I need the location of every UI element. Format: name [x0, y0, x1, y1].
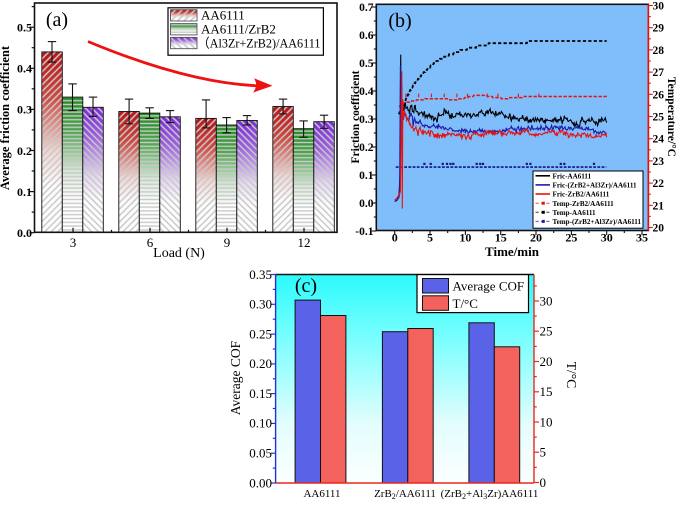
svg-text:0.10: 0.10 — [249, 416, 272, 431]
svg-text:Temperature/°C: Temperature/°C — [665, 77, 677, 157]
svg-text:25: 25 — [565, 231, 577, 245]
svg-text:23: 23 — [653, 156, 665, 168]
svg-text:10: 10 — [540, 414, 553, 429]
svg-text:0.5: 0.5 — [359, 58, 374, 70]
svg-text:30: 30 — [601, 231, 613, 245]
svg-text:Temp-ZrB2/AA6111: Temp-ZrB2/AA6111 — [553, 200, 615, 208]
svg-text:35: 35 — [636, 231, 648, 245]
svg-text:Fric-AA6111: Fric-AA6111 — [553, 172, 592, 180]
svg-text:AA6111: AA6111 — [201, 8, 245, 23]
svg-text:Average COF: Average COF — [228, 340, 243, 415]
svg-text:0.4: 0.4 — [359, 86, 374, 98]
svg-text:20: 20 — [653, 223, 665, 235]
svg-text:15: 15 — [495, 231, 507, 245]
svg-text:20: 20 — [540, 354, 553, 369]
svg-text:0.7: 0.7 — [359, 2, 374, 14]
svg-text:3: 3 — [70, 235, 77, 250]
svg-text:30: 30 — [540, 293, 553, 308]
svg-text:Average friction coefficient: Average friction coefficient — [0, 45, 12, 190]
svg-text:10: 10 — [459, 231, 471, 245]
svg-text:0.05: 0.05 — [249, 446, 272, 461]
svg-text:9: 9 — [224, 235, 231, 250]
svg-text:20: 20 — [530, 231, 542, 245]
svg-text:-0.1: -0.1 — [355, 226, 373, 238]
svg-text:(ZrB2+Al3Zr)AA6111: (ZrB2+Al3Zr)AA6111 — [441, 488, 539, 501]
svg-text:22: 22 — [653, 178, 665, 190]
svg-text:0.20: 0.20 — [249, 356, 272, 371]
svg-text:Fric-(ZrB2+Al3Zr)/AA6111: Fric-(ZrB2+Al3Zr)/AA6111 — [553, 182, 637, 190]
svg-text:Load (N): Load (N) — [153, 246, 205, 261]
svg-text:0.2: 0.2 — [17, 144, 32, 158]
svg-text:0.1: 0.1 — [17, 185, 32, 199]
svg-text:0.0: 0.0 — [359, 198, 374, 210]
svg-text:0.2: 0.2 — [359, 142, 374, 154]
svg-text:Fric-ZrB2/AA6111: Fric-ZrB2/AA6111 — [553, 191, 610, 199]
svg-text:0.4: 0.4 — [17, 62, 32, 76]
svg-text:0.1: 0.1 — [359, 170, 374, 182]
svg-text:15: 15 — [540, 384, 553, 399]
svg-text:Temp-(ZrB2+Al3Zr)/AA6111: Temp-(ZrB2+Al3Zr)/AA6111 — [553, 218, 642, 226]
svg-text:Temp-AA6111: Temp-AA6111 — [553, 209, 597, 217]
svg-text:0.25: 0.25 — [249, 326, 272, 341]
svg-text:AA6111: AA6111 — [303, 488, 340, 500]
svg-text:（Al3Zr+ZrB2)/AA6111: （Al3Zr+ZrB2)/AA6111 — [198, 35, 321, 50]
svg-text:0.00: 0.00 — [249, 475, 272, 490]
svg-text:0.0: 0.0 — [17, 226, 32, 240]
svg-text:25: 25 — [540, 324, 553, 339]
svg-text:21: 21 — [653, 200, 665, 212]
svg-text:6: 6 — [147, 235, 154, 250]
svg-text:0.3: 0.3 — [359, 114, 374, 126]
svg-text:(a): (a) — [46, 9, 68, 31]
svg-text:0.15: 0.15 — [249, 386, 272, 401]
svg-text:0.30: 0.30 — [249, 297, 272, 312]
svg-text:0: 0 — [392, 231, 398, 245]
svg-text:5: 5 — [540, 445, 547, 460]
svg-text:0.3: 0.3 — [17, 103, 32, 117]
svg-text:29: 29 — [653, 23, 665, 35]
svg-text:Average COF: Average COF — [453, 279, 525, 294]
svg-text:27: 27 — [653, 67, 665, 79]
svg-text:26: 26 — [653, 89, 665, 101]
svg-text:28: 28 — [653, 45, 665, 57]
svg-text:0.35: 0.35 — [249, 267, 272, 282]
svg-text:0.6: 0.6 — [359, 30, 374, 42]
svg-text:AA6111/ZrB2: AA6111/ZrB2 — [201, 22, 276, 37]
svg-text:30: 30 — [653, 1, 665, 13]
svg-text:(b): (b) — [388, 10, 411, 32]
svg-text:0.5: 0.5 — [17, 21, 32, 35]
svg-text:5: 5 — [427, 231, 433, 245]
svg-text:24: 24 — [653, 134, 665, 146]
svg-text:T/°C: T/°C — [453, 296, 478, 311]
svg-text:0: 0 — [540, 475, 547, 490]
svg-text:T/°C: T/°C — [564, 362, 579, 388]
svg-text:ZrB2/AA6111: ZrB2/AA6111 — [374, 488, 436, 501]
svg-text:(c): (c) — [295, 275, 317, 297]
svg-text:Friction coefficient: Friction coefficient — [350, 70, 362, 163]
svg-text:Time/min: Time/min — [485, 244, 540, 259]
svg-text:12: 12 — [298, 235, 311, 250]
svg-text:25: 25 — [653, 112, 665, 124]
